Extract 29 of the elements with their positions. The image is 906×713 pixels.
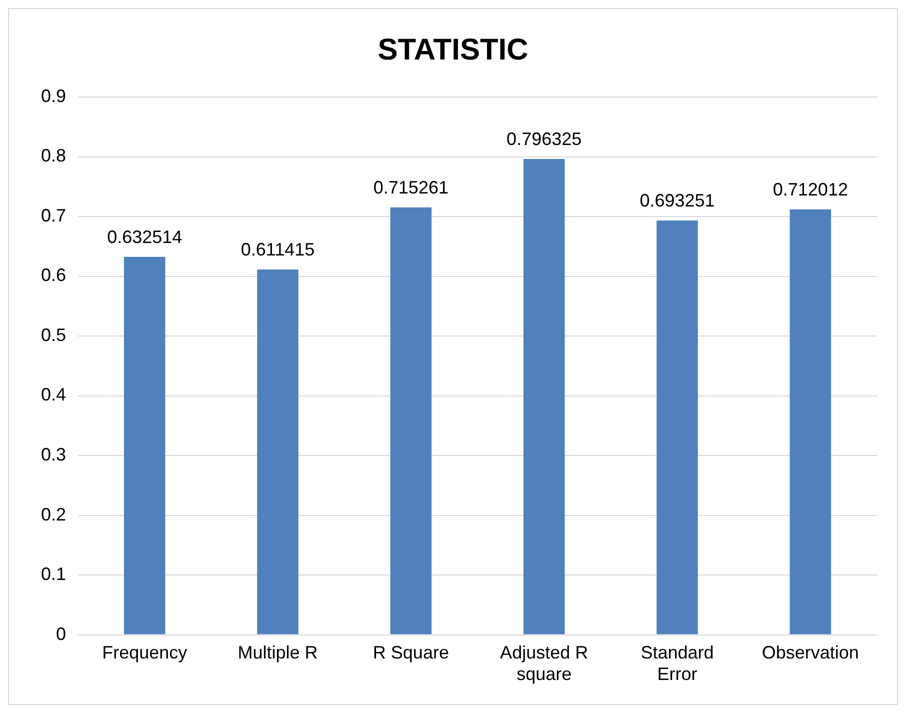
data-label: 0.632514 bbox=[107, 226, 182, 247]
y-tick-label: 0.7 bbox=[40, 205, 66, 226]
y-tick-label: 0.2 bbox=[40, 504, 66, 524]
y-tick-label: 0.9 bbox=[40, 86, 66, 106]
y-tick-label: 0.4 bbox=[40, 384, 66, 405]
x-tick-label: Multiple R bbox=[238, 642, 318, 663]
bar bbox=[656, 220, 698, 634]
data-label: 0.712012 bbox=[772, 179, 848, 200]
data-label: 0.693251 bbox=[640, 190, 715, 211]
data-label: 0.715261 bbox=[373, 177, 448, 198]
data-label: 0.611415 bbox=[240, 239, 315, 260]
y-tick-label: 0.1 bbox=[40, 564, 66, 584]
y-tick-label: 0.8 bbox=[40, 146, 66, 166]
x-tick-label: Frequency bbox=[102, 642, 188, 663]
bar bbox=[257, 269, 298, 634]
y-tick-label: 0 bbox=[56, 624, 66, 644]
chart-title: STATISTIC bbox=[378, 33, 528, 66]
x-tick-label: Observation bbox=[762, 642, 859, 663]
bar bbox=[124, 256, 166, 634]
y-tick-label: 0.6 bbox=[40, 265, 66, 286]
x-tick-label: Standard Error bbox=[640, 642, 714, 684]
y-tick-label: 0.3 bbox=[40, 444, 66, 464]
bar bbox=[523, 158, 565, 634]
bar bbox=[790, 209, 832, 634]
bar bbox=[390, 207, 432, 634]
x-tick-label: R Square bbox=[372, 642, 449, 663]
data-label: 0.796325 bbox=[506, 128, 582, 149]
y-tick-label: 0.5 bbox=[40, 324, 66, 345]
x-tick-label: Adjusted R square bbox=[500, 642, 588, 684]
